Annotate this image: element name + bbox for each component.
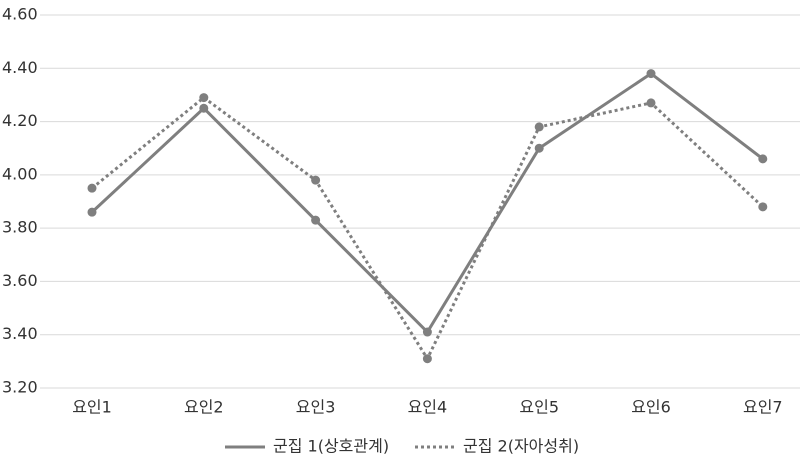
series-line bbox=[90, 71, 764, 335]
y-tick-label: 4.00 bbox=[2, 164, 38, 183]
data-point bbox=[311, 175, 321, 185]
legend-label: 군집 2(자아성취) bbox=[463, 437, 579, 456]
data-point bbox=[87, 207, 97, 217]
data-point bbox=[87, 183, 97, 193]
data-point bbox=[646, 69, 656, 79]
y-tick-label: 4.40 bbox=[2, 58, 38, 77]
x-tick-label: 요인7 bbox=[743, 398, 783, 417]
x-tick-label: 요인6 bbox=[631, 398, 671, 417]
x-tick-label: 요인3 bbox=[296, 398, 336, 417]
data-point bbox=[311, 215, 321, 225]
data-point bbox=[422, 354, 432, 364]
data-point bbox=[199, 93, 209, 103]
data-point bbox=[199, 103, 209, 113]
data-point bbox=[758, 202, 768, 212]
y-tick-label: 3.60 bbox=[2, 271, 38, 290]
y-tick-label: 3.20 bbox=[2, 378, 38, 397]
x-tick-label: 요인5 bbox=[519, 398, 559, 417]
data-point bbox=[534, 143, 544, 153]
y-tick-label: 3.80 bbox=[2, 218, 38, 237]
legend-label: 군집 1(상호관계) bbox=[273, 437, 389, 456]
data-point bbox=[422, 327, 432, 337]
y-tick-label: 3.40 bbox=[2, 324, 38, 343]
data-point bbox=[534, 122, 544, 132]
y-tick-label: 4.20 bbox=[2, 111, 38, 130]
data-point bbox=[758, 154, 768, 164]
data-point bbox=[646, 98, 656, 108]
y-tick-label: 4.60 bbox=[2, 5, 38, 24]
x-tick-label: 요인4 bbox=[408, 398, 448, 417]
x-tick-label: 요인2 bbox=[184, 398, 224, 417]
x-tick-label: 요인1 bbox=[72, 398, 112, 417]
